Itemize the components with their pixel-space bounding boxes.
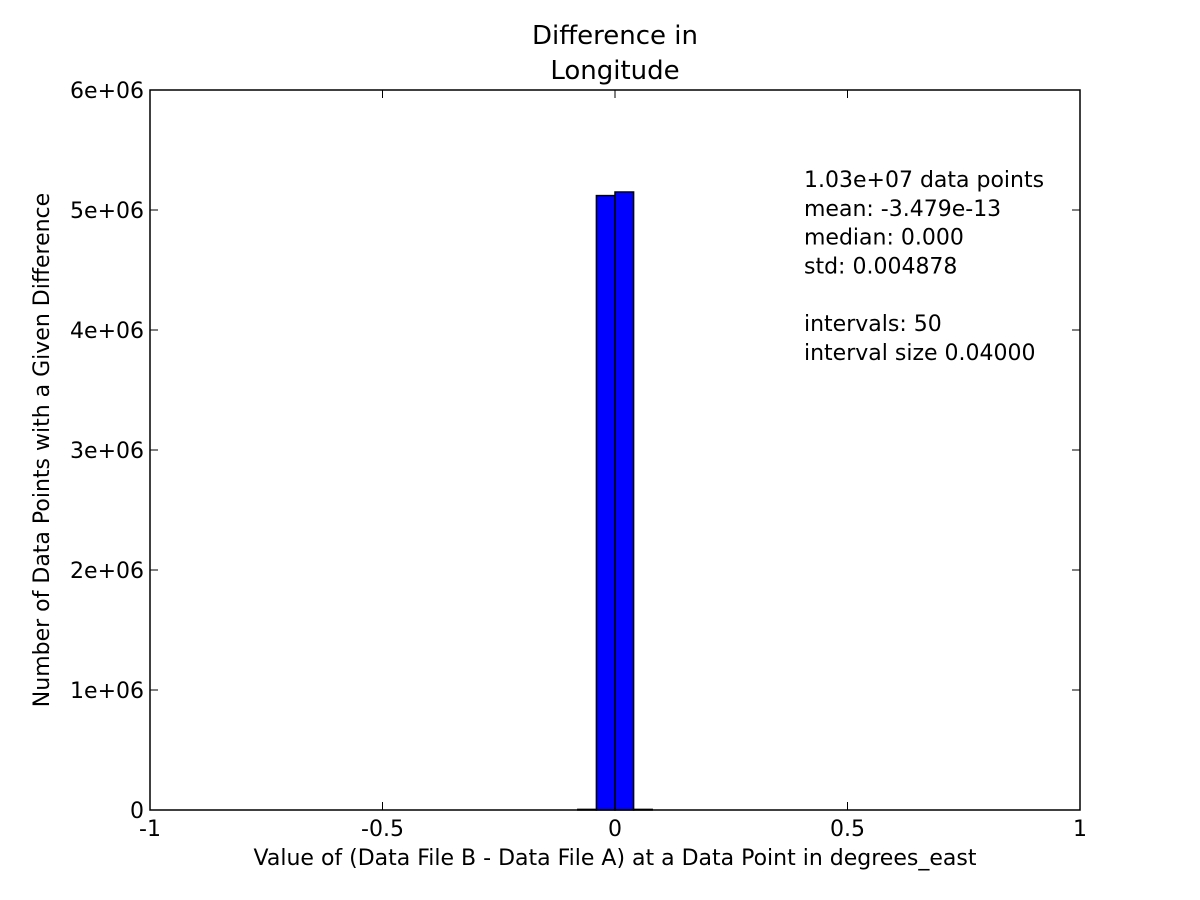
chart-title: Difference in Longitude xyxy=(532,21,698,86)
y-tick-label: 2e+06 xyxy=(70,559,144,584)
histogram-bar-1 xyxy=(595,194,616,811)
stats-annotation-line: median: 0.000 xyxy=(804,226,964,251)
stats-annotation: 1.03e+07 data points mean: -3.479e-13 medi… xyxy=(804,168,1044,366)
y-tick-label: 0 xyxy=(130,799,144,824)
x-tick-label: 0.5 xyxy=(830,817,865,842)
y-tick-label: 6e+06 xyxy=(70,79,144,104)
stats-annotation-line: std: 0.004878 xyxy=(804,254,957,279)
y-tick-label: 5e+06 xyxy=(70,199,144,224)
x-axis-label: Value of (Data File B - Data File A) at … xyxy=(254,846,977,871)
x-tick-label: -1 xyxy=(139,817,161,842)
y-tick-label: 4e+06 xyxy=(70,319,144,344)
ticks-group: -1 -0.5 0 0.5 1 0 1e+06 2e+06 3e+06 4e+06 5e+06 6e+… xyxy=(70,79,1087,842)
chart-title-line: Difference in xyxy=(532,21,698,51)
y-tick-label: 3e+06 xyxy=(70,439,144,464)
histogram-bar-2 xyxy=(614,191,635,811)
y-axis-label: Number of Data Points with a Given Diffe… xyxy=(30,193,55,707)
stats-annotation-line: mean: -3.479e-13 xyxy=(804,197,1001,222)
chart-title-line: Longitude xyxy=(550,56,679,86)
x-tick-label: -0.5 xyxy=(361,817,404,842)
stats-annotation-line: 1.03e+07 data points xyxy=(804,168,1044,193)
x-tick-label: 1 xyxy=(1073,817,1087,842)
stats-annotation-line: interval size 0.04000 xyxy=(804,341,1036,366)
x-tick-label: 0 xyxy=(608,817,622,842)
stats-annotation-line: intervals: 50 xyxy=(804,312,942,337)
y-tick-label: 1e+06 xyxy=(70,679,144,704)
bars-group xyxy=(577,191,653,811)
